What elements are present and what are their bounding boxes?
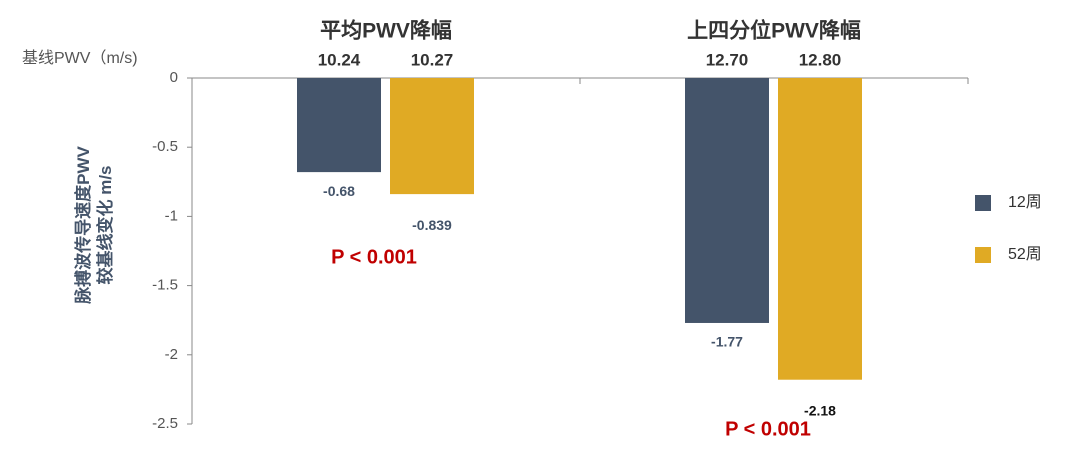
bar <box>778 78 862 380</box>
legend-swatch <box>975 247 991 263</box>
legend-label: 12周 <box>1008 194 1042 211</box>
bar <box>297 78 381 173</box>
baseline-title: 基线PWV（m/s) <box>22 49 138 67</box>
value-label: -0.839 <box>412 217 452 233</box>
y-axis-label-line: 脉搏波传导速度PWV <box>73 145 93 304</box>
baseline-value: 10.24 <box>318 50 361 69</box>
value-label: -1.77 <box>711 334 743 350</box>
p-value: P < 0.001 <box>331 246 417 268</box>
bar <box>685 78 769 323</box>
y-tick-label: -2.5 <box>152 415 178 432</box>
legend-swatch <box>975 195 991 211</box>
y-tick-label: 0 <box>170 69 178 86</box>
bar <box>390 78 474 195</box>
p-value: P < 0.001 <box>725 418 811 440</box>
y-tick-label: -2 <box>165 346 178 363</box>
y-tick-label: -1 <box>165 207 178 224</box>
group-title: 上四分位PWV降幅 <box>687 19 861 43</box>
baseline-value: 10.27 <box>411 50 454 69</box>
y-tick-label: -0.5 <box>152 138 178 155</box>
baseline-value: 12.70 <box>706 50 749 69</box>
value-label: -2.18 <box>804 402 836 418</box>
baseline-value: 12.80 <box>799 50 842 69</box>
value-label: -0.68 <box>323 183 355 199</box>
legend-label: 52周 <box>1008 246 1042 263</box>
y-axis-label-line: 较基线变化 m/s <box>95 165 115 284</box>
y-tick-label: -1.5 <box>152 277 178 294</box>
group-title: 平均PWV降幅 <box>320 19 452 43</box>
y-axis-label: 脉搏波传导速度PWV 较基线变化 m/s <box>73 145 115 304</box>
